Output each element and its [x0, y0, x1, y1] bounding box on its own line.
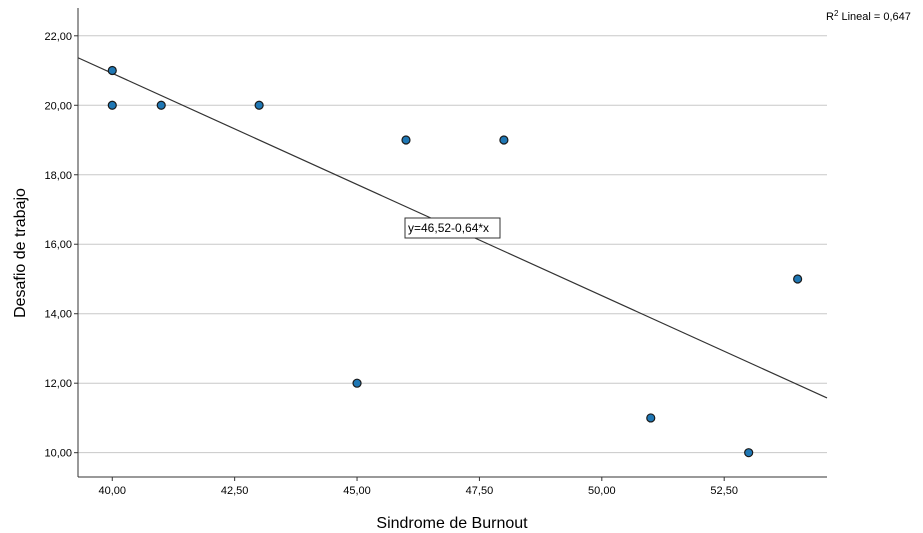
x-tick-label: 47,50 — [466, 485, 494, 497]
r2-value: Lineal = 0,647 — [838, 11, 910, 23]
data-point — [646, 413, 656, 423]
data-point — [156, 100, 166, 110]
x-tick-label: 40,00 — [99, 485, 127, 497]
data-points — [107, 65, 803, 458]
fit-equation-box — [404, 217, 501, 239]
y-tick-label: 14,00 — [44, 309, 72, 321]
y-tick-label: 16,00 — [44, 239, 72, 251]
r2-superscript: 2 — [834, 9, 839, 18]
y-tick-label: 22,00 — [44, 31, 72, 43]
data-point — [401, 135, 411, 145]
y-tick-label: 10,00 — [44, 448, 72, 460]
grid-lines — [78, 35, 827, 454]
r2-prefix: R — [826, 11, 834, 23]
x-tick-label: 42,50 — [221, 485, 249, 497]
axes — [77, 8, 827, 478]
data-point — [793, 274, 803, 284]
data-point — [744, 448, 754, 458]
data-point — [352, 378, 362, 388]
y-tick-label: 12,00 — [44, 378, 72, 390]
x-tick-label: 50,00 — [588, 485, 616, 497]
y-axis-title: Desafio de trabajo — [12, 188, 29, 318]
fit-equation-label: y=46,52-0,64*x — [408, 221, 489, 235]
y-tick-label: 18,00 — [44, 170, 72, 182]
data-point — [107, 100, 117, 110]
data-point — [254, 100, 264, 110]
data-point — [107, 65, 117, 76]
x-tick-label: 52,50 — [710, 485, 738, 497]
y-tick-label: 20,00 — [44, 100, 72, 112]
x-tick-label: 45,00 — [343, 485, 371, 497]
y-axis-ticks: 10,00 12,00 14,00 16,00 18,00 20,00 22,00 — [44, 31, 78, 460]
data-point — [499, 135, 509, 145]
r2-label: R2 Lineal = 0,647 — [826, 9, 911, 23]
x-axis-ticks: 40,00 42,50 45,00 47,50 50,00 52,50 — [99, 477, 738, 497]
x-axis-title: Sindrome de Burnout — [376, 515, 528, 532]
